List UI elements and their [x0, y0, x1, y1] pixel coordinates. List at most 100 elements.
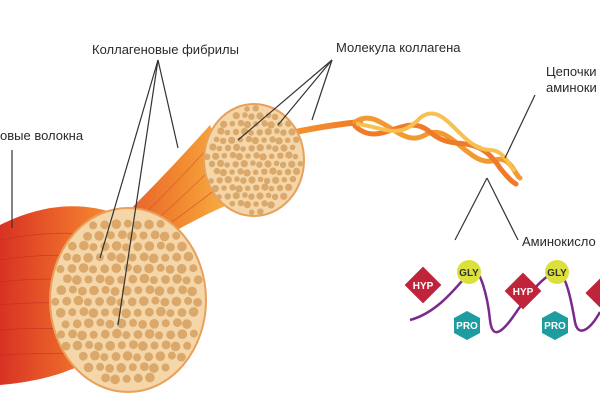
fibril-dot	[293, 136, 300, 143]
fibril-dot	[257, 208, 264, 215]
fibril-dot	[84, 275, 93, 284]
fibril-dot	[63, 252, 72, 261]
fibril-dot	[67, 264, 77, 273]
fibril-dot	[209, 143, 217, 151]
label-collagen-fibers: овые волокна	[0, 128, 84, 143]
pro-marker-1: PRO	[454, 311, 480, 340]
fibril-dot	[78, 351, 88, 361]
fibril-dot	[68, 285, 77, 294]
fibril-dot	[178, 285, 188, 295]
fibril-dot	[150, 341, 159, 350]
fibril-dot	[68, 329, 77, 339]
fibril-dot	[149, 276, 158, 285]
fibril-dot	[232, 161, 239, 168]
fibril-dot	[78, 263, 89, 273]
fibril-dot	[61, 320, 70, 329]
fibril-dot	[248, 209, 255, 216]
fibril-dot	[95, 274, 105, 284]
fibril-dot	[271, 193, 279, 201]
fibril-dot	[237, 199, 245, 207]
fibril-dot	[67, 241, 77, 251]
fibril-dot	[243, 169, 251, 177]
fibril-dot	[133, 373, 143, 383]
fibril-dot	[264, 160, 272, 168]
fibril-dot	[267, 121, 275, 129]
fibril-dot	[57, 330, 65, 339]
fibril-dot	[183, 341, 192, 350]
fibril-dot	[83, 298, 92, 307]
fibril-dot	[245, 153, 251, 159]
fibril-dot	[161, 319, 170, 328]
fibril-dot	[78, 286, 87, 296]
fibril-dot	[177, 329, 188, 340]
fibril-dot	[96, 362, 105, 371]
fibril-dot	[177, 308, 187, 317]
fibril-dot	[122, 331, 131, 340]
fibril-dot	[272, 176, 280, 184]
leader-lines	[11, 59, 536, 326]
fibril-dot	[77, 330, 87, 341]
fibril-dot	[193, 275, 203, 285]
fibril-dot	[128, 363, 137, 372]
fibril-dot	[289, 144, 296, 151]
fibril-dot	[56, 265, 65, 274]
fibril-dot	[112, 307, 121, 317]
fibril-dot	[277, 152, 284, 159]
fibril-dot	[155, 331, 164, 340]
fibril-dot	[224, 193, 231, 200]
fibril-dot	[116, 298, 125, 307]
fibril-dot	[161, 253, 170, 262]
fibril-dot	[229, 151, 237, 159]
fibril-dot	[56, 285, 67, 296]
fibril-dot	[248, 193, 255, 200]
fibril-dot	[177, 352, 186, 362]
fibril-dot	[216, 194, 222, 200]
fibril-dot	[252, 105, 259, 112]
amino-unit-partial	[585, 277, 600, 309]
fibril-dot	[253, 184, 260, 191]
fibril-dot	[72, 319, 82, 329]
fibril-dot	[117, 275, 126, 284]
fibril-dot	[72, 340, 83, 351]
fibril-dot	[188, 307, 199, 317]
hyp-label-1: HYP	[413, 281, 434, 292]
fibril-dot	[240, 160, 248, 168]
fibril-dot	[116, 253, 126, 263]
fibril-dot	[63, 274, 72, 283]
fibril-dot	[156, 219, 165, 228]
fibril-dot	[212, 152, 220, 160]
label-collagen-molecule: Молекула коллагена	[336, 40, 461, 55]
fibril-dot	[189, 264, 198, 273]
fibril-dot	[252, 169, 259, 176]
fibril-dot	[263, 177, 271, 185]
amino-acid-chain	[409, 269, 600, 334]
fibril-dot	[122, 243, 131, 252]
fibril-cross-section	[203, 103, 305, 217]
fibril-dot	[183, 251, 194, 262]
fibril-dot	[269, 136, 276, 143]
fibril-dot	[139, 252, 149, 262]
fibril-dot	[182, 319, 192, 329]
fibril-dot	[68, 308, 77, 317]
label-amino-chains-line1: Цепочки	[546, 64, 597, 79]
fibril-dot	[237, 119, 245, 127]
fibril-dot	[235, 185, 243, 193]
fibril-dot	[266, 144, 272, 150]
fibril-dot	[233, 143, 241, 151]
fibril-dot	[110, 287, 120, 296]
fibril-dot	[144, 307, 154, 317]
fibril-dot	[244, 185, 251, 192]
fibril-dot	[154, 286, 165, 296]
fibril-dot	[133, 308, 142, 317]
fibril-dot	[112, 328, 122, 339]
fibril-dot	[171, 296, 182, 307]
fibril-dot	[288, 160, 296, 168]
fibril-dot	[248, 113, 255, 120]
label-amino-acids: Аминокисло	[522, 234, 596, 249]
fibril-dot	[243, 121, 251, 129]
fibril-dot	[208, 160, 216, 168]
fibril-dot	[101, 308, 109, 317]
fibril-dot	[219, 137, 227, 145]
fibril-dot	[224, 162, 230, 168]
